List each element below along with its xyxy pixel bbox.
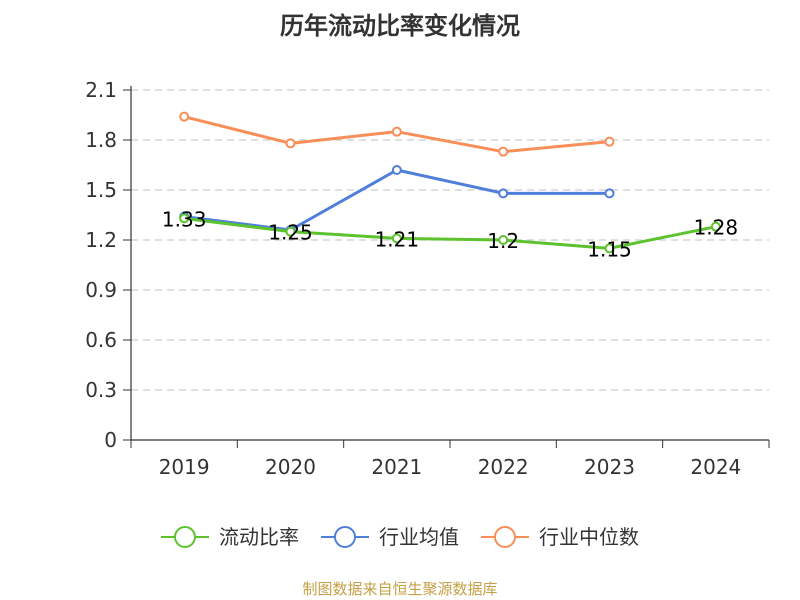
y-tick-label: 0.9 bbox=[85, 278, 117, 302]
legend-item: 行业中位数 bbox=[481, 525, 639, 549]
data-point bbox=[391, 233, 402, 244]
data-point bbox=[710, 221, 721, 232]
x-tick-label: 2019 bbox=[159, 455, 210, 479]
data-label: 1.15 bbox=[587, 237, 632, 261]
x-tick-label: 2020 bbox=[265, 455, 316, 479]
legend: 流动比率 行业均值 行业中位数 bbox=[161, 525, 639, 549]
data-label: 1.25 bbox=[268, 221, 313, 245]
y-tick-label: 1.5 bbox=[85, 178, 117, 202]
x-tick-label: 2022 bbox=[478, 455, 529, 479]
data-point bbox=[391, 126, 402, 137]
legend-swatch-circle bbox=[334, 526, 356, 548]
y-tick-label: 2.1 bbox=[85, 78, 117, 102]
data-point bbox=[285, 226, 296, 237]
data-point bbox=[498, 146, 509, 157]
legend-swatch-circle bbox=[174, 526, 196, 548]
y-tick-label: 0.6 bbox=[85, 328, 117, 352]
y-tick-label: 1.8 bbox=[85, 128, 117, 152]
data-label: 1.28 bbox=[694, 216, 739, 240]
legend-swatch-circle bbox=[494, 526, 516, 548]
data-point bbox=[604, 188, 615, 199]
series-line-0 bbox=[183, 216, 717, 250]
y-tick-label: 1.2 bbox=[85, 228, 117, 252]
data-label: 1.21 bbox=[375, 227, 420, 251]
data-point bbox=[391, 165, 402, 175]
y-tick-label: 0 bbox=[104, 428, 117, 452]
data-point bbox=[179, 111, 190, 122]
x-tick-label: 2024 bbox=[690, 455, 741, 479]
legend-label: 行业均值 bbox=[379, 525, 459, 549]
y-tick-label: 0.3 bbox=[85, 378, 117, 402]
data-label: 1.2 bbox=[487, 229, 519, 253]
data-point bbox=[604, 136, 615, 147]
data-labels: 1.33 1.25 1.21 1.2 1.15 1.28 bbox=[162, 207, 738, 261]
series-lines bbox=[179, 111, 721, 254]
legend-label: 流动比率 bbox=[219, 525, 299, 549]
legend-item: 行业均值 bbox=[321, 525, 459, 549]
data-point bbox=[498, 235, 509, 245]
data-point bbox=[604, 243, 615, 254]
data-point bbox=[498, 188, 509, 199]
series-line-1 bbox=[183, 168, 610, 232]
x-tick-label: 2023 bbox=[584, 455, 635, 479]
source-note: 制图数据来自恒生聚源数据库 bbox=[302, 580, 498, 598]
legend-label: 行业中位数 bbox=[539, 525, 639, 549]
chart-title: 历年流动比率变化情况 bbox=[280, 12, 520, 40]
x-tick-label: 2021 bbox=[371, 455, 422, 479]
data-label: 1.33 bbox=[162, 207, 207, 231]
data-point bbox=[179, 213, 190, 224]
axes: 0 0.3 0.6 0.9 1.2 1.5 1.8 2.1 2019 2020 2021 2022 20… bbox=[85, 78, 770, 479]
data-point bbox=[285, 138, 296, 149]
legend-item: 流动比率 bbox=[161, 525, 299, 549]
